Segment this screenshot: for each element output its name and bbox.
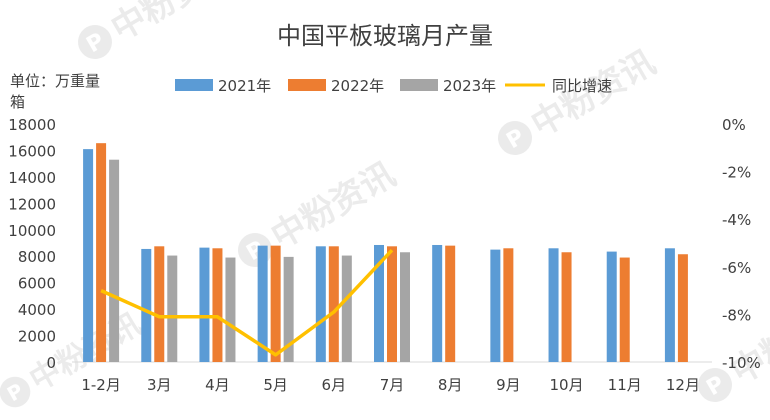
x-tick-label: 10月 [549, 376, 583, 394]
legend-label: 2022年 [331, 77, 384, 95]
bar [400, 252, 410, 362]
bar [677, 254, 688, 362]
legend-swatch [288, 79, 326, 91]
y-tick-label: 4000 [18, 301, 56, 319]
legend-swatch [175, 79, 213, 91]
bar [548, 248, 559, 362]
y-tick-label: 18000 [8, 116, 56, 134]
x-tick-label: 9月 [496, 376, 521, 394]
x-tick-label: 3月 [147, 376, 172, 394]
bar [490, 249, 501, 362]
bar [154, 246, 165, 362]
bar [328, 246, 339, 362]
growth-line [100, 248, 394, 357]
bar [606, 251, 617, 362]
y-tick-label: 12000 [8, 195, 56, 213]
axes: 0 2000 4000 6000 8000 10000 12000 14000 16000 180… [8, 116, 760, 372]
bar [315, 246, 326, 362]
bar [212, 248, 223, 362]
watermark-logo-icon [0, 376, 31, 408]
x-tick-label: 1-2月 [81, 376, 121, 394]
y2-tick-label: -10% [722, 354, 761, 372]
y-tick-label: 8000 [18, 248, 56, 266]
legend-label: 同比增速 [552, 77, 612, 95]
legend-swatch [400, 79, 438, 91]
bar [109, 159, 120, 362]
line-series [100, 248, 394, 357]
y-axis-label-line: 箱 [10, 93, 25, 111]
bar [167, 255, 178, 362]
y2-tick-label: -8% [722, 306, 751, 324]
y2-tick-label: -4% [722, 211, 751, 229]
bar [664, 248, 675, 362]
legend-label: 2021年 [218, 77, 271, 95]
x-tick-label: 11月 [608, 376, 642, 394]
y-tick-label: 14000 [8, 169, 56, 187]
y-tick-label: 0 [46, 354, 56, 372]
x-tick-labels: 1-2月 3月 4月 5月 6月 7月 8月 9月 10月 11月 12月 [81, 376, 700, 394]
bars [83, 143, 688, 362]
y-tick-label: 16000 [8, 142, 56, 160]
y-axis-label: 单位：万重量箱 [10, 72, 100, 111]
y-tick-label: 2000 [18, 328, 56, 346]
y2-tick-label: 0% [722, 116, 746, 134]
watermark-logo-icon [698, 368, 732, 402]
bar [83, 149, 94, 362]
bar [96, 143, 107, 362]
bar [341, 255, 352, 362]
x-tick-label: 7月 [380, 376, 405, 394]
bar [503, 248, 514, 362]
legend-label: 2023年 [443, 77, 496, 95]
bar [199, 247, 210, 362]
bar [619, 257, 630, 362]
bar [141, 248, 152, 362]
y-tick-label: 10000 [8, 222, 56, 240]
bar [387, 246, 397, 362]
legend: 2021年 2022年 2023年 同比增速 [175, 77, 612, 95]
x-tick-label: 4月 [205, 376, 230, 394]
bar [270, 245, 281, 362]
bar [257, 245, 268, 362]
bar [225, 257, 236, 362]
chart-title: 中国平板玻璃月产量 [277, 22, 493, 50]
y-axis-label-line: 单位：万重量 [10, 72, 100, 90]
x-tick-label: 6月 [322, 376, 347, 394]
bar [283, 256, 294, 362]
bar [445, 245, 456, 362]
x-tick-label: 8月 [438, 376, 463, 394]
y2-tick-label: -6% [722, 259, 751, 277]
watermark-logo-icon [78, 25, 112, 59]
y2-tick-label: -2% [722, 164, 751, 182]
bar [374, 244, 384, 362]
watermark-logo-icon [498, 121, 532, 155]
y-tick-label: 6000 [18, 275, 56, 293]
x-tick-label: 12月 [666, 376, 700, 394]
x-tick-label: 5月 [263, 376, 288, 394]
bar [432, 244, 443, 362]
bar [561, 252, 572, 362]
